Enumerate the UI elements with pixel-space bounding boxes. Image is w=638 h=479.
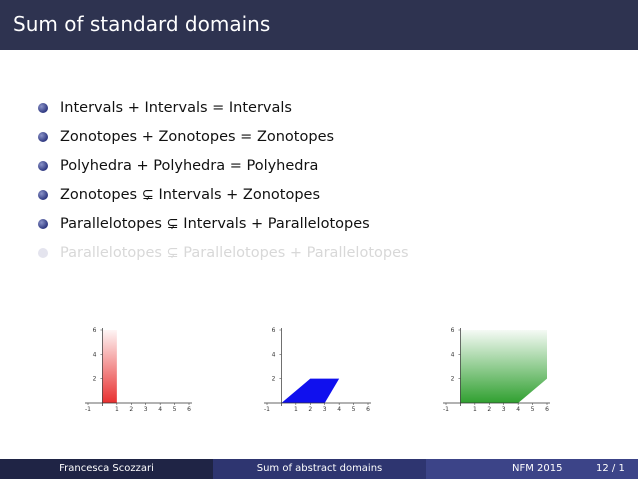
footer-right: NFM 2015 12 / 1	[426, 459, 638, 479]
x-tick-label: 6	[187, 406, 191, 413]
x-tick-label: 6	[545, 406, 549, 413]
y-tick-label: 4	[272, 351, 276, 358]
y-tick-label: 6	[272, 327, 276, 334]
x-tick-label: 3	[502, 406, 506, 413]
domain-shape	[102, 330, 117, 403]
x-tick-label: 2	[129, 406, 133, 413]
bullet-text: Zonotopes + Zonotopes = Zonotopes	[60, 129, 335, 145]
bullet	[38, 190, 48, 200]
y-tick-label: 4	[93, 351, 97, 358]
bullet-text: Parallelotopes ⊊ Intervals + Paralleloto…	[60, 216, 370, 232]
slide-title: Sum of standard domains	[13, 12, 271, 36]
footer-event: NFM 2015	[512, 463, 563, 474]
x-tick-label: 2	[487, 406, 491, 413]
domain-shape	[460, 330, 547, 403]
bullet-text: Polyhedra + Polyhedra = Polyhedra	[60, 158, 319, 174]
x-tick-label: 5	[173, 406, 177, 413]
x-tick-label: 3	[323, 406, 327, 413]
footer-author: Francesca Scozzari	[0, 459, 213, 479]
x-tick-label: 1	[473, 406, 477, 413]
x-tick-label: 5	[531, 406, 535, 413]
bullet	[38, 248, 48, 258]
y-tick-label: 2	[272, 376, 276, 383]
x-tick-label: 4	[516, 406, 520, 413]
bullet-text: Zonotopes ⊊ Intervals + Zonotopes	[60, 187, 321, 203]
x-tick-label: 3	[144, 406, 148, 413]
bullet	[38, 161, 48, 171]
x-tick-label: 4	[158, 406, 162, 413]
x-tick-label: -1	[443, 406, 449, 413]
x-tick-label: -1	[85, 406, 91, 413]
bullet-text: Parallelotopes ⊊ Parallelotopes + Parall…	[60, 245, 409, 261]
x-tick-label: 1	[115, 406, 119, 413]
bullet-text: Intervals + Intervals = Intervals	[60, 100, 292, 116]
bullet	[38, 219, 48, 229]
y-tick-label: 2	[93, 376, 97, 383]
y-tick-label: 6	[93, 327, 97, 334]
y-tick-label: 2	[451, 376, 455, 383]
footer-page: 12 / 1	[596, 463, 625, 474]
plots: -1 1 2 3 4 5 6 2 4 6 -1 1 2 3 4 5 6 2 4 6 -1 1 2 3 4 5 6 2 4 6	[85, 327, 550, 413]
bullet	[38, 103, 48, 113]
header-bar: Sum of standard domains	[0, 0, 638, 50]
y-tick-label: 6	[451, 327, 455, 334]
x-tick-label: 2	[308, 406, 312, 413]
footer-title: Sum of abstract domains	[213, 459, 426, 479]
x-tick-label: 6	[366, 406, 370, 413]
bullet	[38, 132, 48, 142]
x-tick-label: 5	[352, 406, 356, 413]
x-tick-label: 1	[294, 406, 298, 413]
domain-shape	[281, 378, 340, 403]
x-tick-label: 4	[337, 406, 341, 413]
footer: Francesca Scozzari Sum of abstract domai…	[0, 459, 638, 479]
y-tick-label: 4	[451, 351, 455, 358]
x-tick-label: -1	[264, 406, 270, 413]
